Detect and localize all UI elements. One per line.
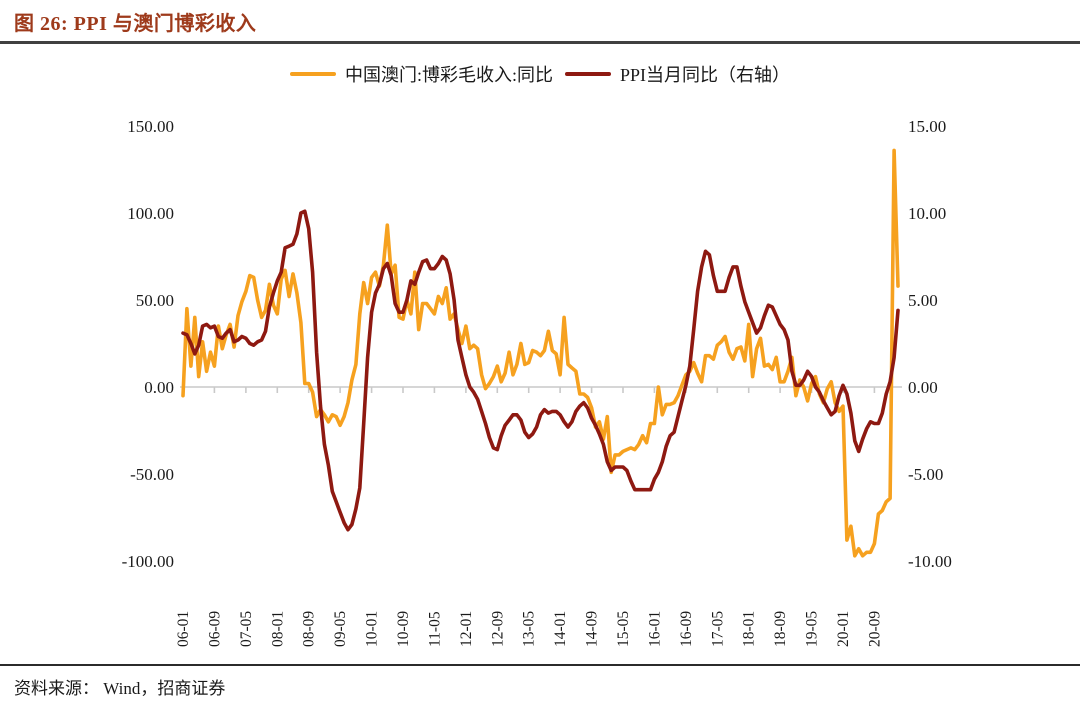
x-axis-tick-label: 10-01	[364, 611, 381, 647]
x-axis-tick-label: 16-09	[678, 611, 695, 647]
x-axis-tick-label: 06-01	[175, 611, 192, 647]
y-axis-tick-label-left: 50.00	[136, 291, 174, 310]
y-axis-tick-label-left: 150.00	[127, 117, 174, 136]
x-axis-tick-label: 16-01	[646, 611, 663, 647]
y-axis-tick-label-left: 0.00	[144, 378, 174, 397]
figure-title: 图 26: PPI 与澳门博彩收入	[14, 13, 257, 35]
legend-line-swatch	[289, 71, 336, 77]
legend-label-ppi: PPI当月同比（右轴）	[620, 65, 791, 85]
y-axis-tick-label-right: 5.00	[908, 291, 938, 310]
legend-label-macau: 中国澳门:博彩毛收入:同比	[344, 65, 553, 85]
source-footer: 资料来源： Wind，招商证券	[0, 664, 1080, 699]
x-axis-tick-label: 20-01	[835, 611, 852, 647]
x-axis-tick-label: 14-01	[552, 611, 569, 647]
figure-header: 图 26: PPI 与澳门博彩收入	[0, 0, 1080, 44]
y-axis-tick-label-right: -10.00	[908, 552, 952, 571]
ppi-line	[181, 209, 900, 532]
y-axis-tick-label-left: -100.00	[122, 552, 174, 571]
x-axis-tick-label: 09-05	[332, 611, 349, 647]
y-axis-tick-label-right: 10.00	[908, 204, 946, 223]
x-axis-tick-label: 15-05	[615, 611, 632, 647]
x-axis-tick-label: 08-09	[301, 611, 318, 647]
chart-legend: 中国澳门:博彩毛收入:同比 PPI当月同比（右轴）	[0, 59, 1080, 89]
x-axis-tick-label: 13-05	[521, 611, 538, 647]
legend-item-macau: 中国澳门:博彩毛收入:同比	[289, 61, 553, 87]
legend-item-ppi: PPI当月同比（右轴）	[565, 61, 790, 87]
x-axis-tick-label: 17-05	[709, 611, 726, 647]
chart-area: 06-01 06-09 07-05 08-01 08-09 09-05 10-01 10-09…	[0, 104, 1080, 664]
x-axis-tick-label: 12-01	[458, 611, 475, 647]
y-axis-tick-label-left: 100.00	[127, 204, 174, 223]
macau-ggr-line	[181, 148, 900, 558]
x-axis-tick-label: 18-01	[741, 611, 758, 647]
x-axis-tick-label: 14-09	[584, 611, 601, 647]
y-axis-tick-label-right: -5.00	[908, 465, 943, 484]
source-text: 资料来源： Wind，招商证券	[14, 679, 226, 698]
x-axis-tick-label: 18-09	[772, 611, 789, 647]
x-axis-tick-label: 10-09	[395, 611, 412, 647]
legend-line-swatch	[565, 71, 611, 77]
x-axis-tick-label: 06-09	[206, 611, 223, 647]
chart-svg: 06-01 06-09 07-05 08-01 08-09 09-05 10-01 10-09…	[122, 117, 952, 647]
y-axis-tick-label-left: -50.00	[130, 465, 174, 484]
x-axis-tick-label: 07-05	[238, 611, 255, 647]
x-axis-tick-label: 19-05	[804, 611, 821, 647]
x-axis-tick-label: 12-09	[489, 611, 506, 647]
x-axis-tick-label: 11-05	[426, 611, 443, 647]
x-axis-tick-label: 20-09	[866, 611, 883, 647]
y-axis-tick-label-right: 15.00	[908, 117, 946, 136]
y-axis-tick-label-right: 0.00	[908, 378, 938, 397]
x-axis-tick-label: 08-01	[269, 611, 286, 647]
